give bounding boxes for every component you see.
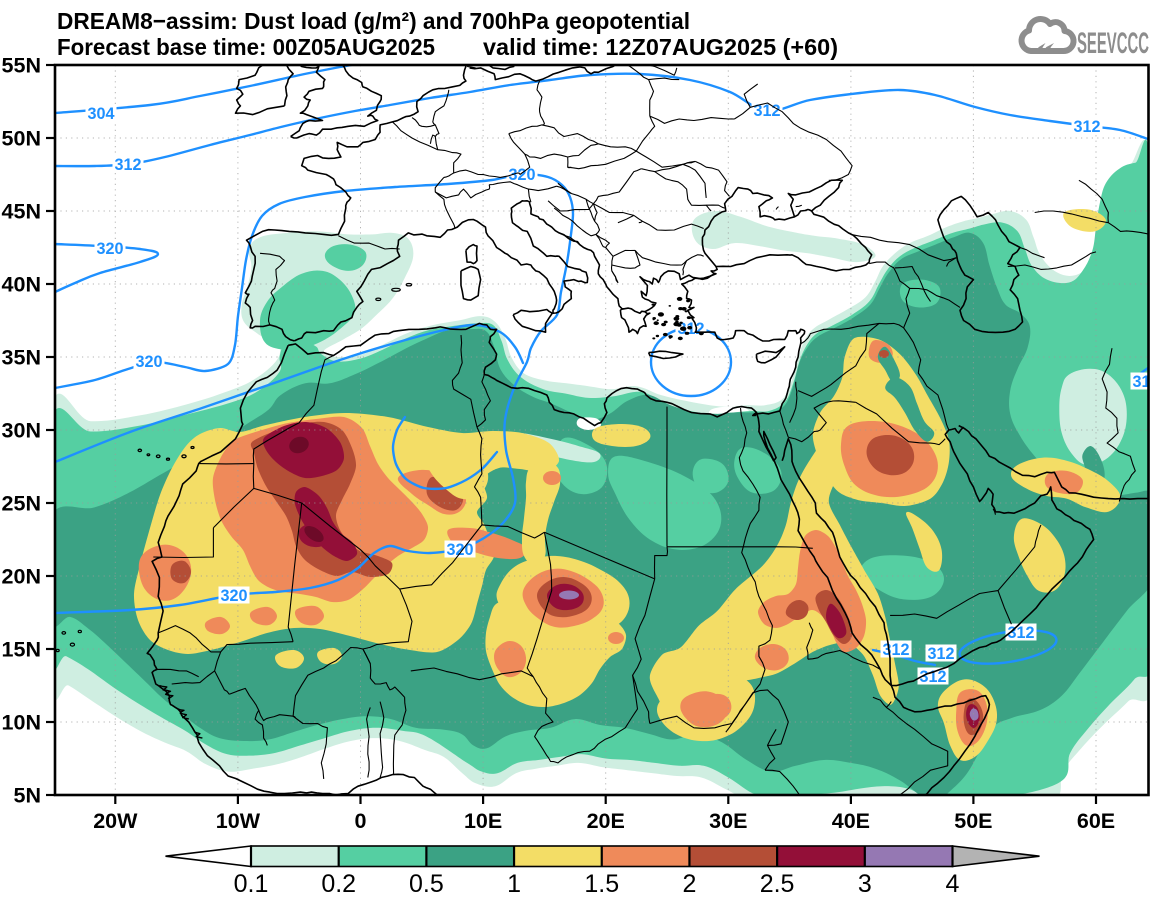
svg-text:1.5: 1.5 bbox=[584, 870, 619, 898]
svg-text:312: 312 bbox=[1074, 117, 1101, 136]
svg-text:312: 312 bbox=[1008, 623, 1035, 642]
svg-text:40N: 40N bbox=[2, 273, 41, 297]
svg-text:50N: 50N bbox=[2, 127, 41, 151]
svg-text:60E: 60E bbox=[1077, 809, 1115, 833]
svg-text:320: 320 bbox=[97, 239, 124, 258]
svg-text:20N: 20N bbox=[2, 565, 41, 589]
svg-text:2: 2 bbox=[682, 870, 696, 898]
svg-text:30E: 30E bbox=[709, 809, 747, 833]
svg-text:20W: 20W bbox=[93, 809, 138, 833]
svg-text:45N: 45N bbox=[2, 200, 41, 224]
svg-text:10W: 10W bbox=[216, 809, 261, 833]
svg-text:25N: 25N bbox=[2, 492, 41, 516]
svg-text:0.5: 0.5 bbox=[409, 870, 444, 898]
svg-text:2.5: 2.5 bbox=[760, 870, 795, 898]
svg-text:5N: 5N bbox=[14, 784, 41, 808]
svg-text:320: 320 bbox=[509, 165, 536, 184]
svg-text:312: 312 bbox=[754, 101, 781, 120]
svg-text:3: 3 bbox=[858, 870, 872, 898]
svg-text:SEEVCCC: SEEVCCC bbox=[1077, 27, 1149, 60]
svg-text:50E: 50E bbox=[954, 809, 992, 833]
svg-text:0.2: 0.2 bbox=[321, 870, 356, 898]
svg-text:312: 312 bbox=[883, 640, 910, 659]
svg-text:DREAM8−assim: Dust load (g/m²): DREAM8−assim: Dust load (g/m²) and 700hP… bbox=[57, 8, 690, 34]
svg-text:30N: 30N bbox=[2, 419, 41, 443]
svg-text:1: 1 bbox=[507, 870, 521, 898]
svg-text:Forecast base time: 00Z05AUG20: Forecast base time: 00Z05AUG2025 bbox=[57, 34, 435, 60]
svg-text:312: 312 bbox=[920, 667, 947, 686]
svg-text:312: 312 bbox=[115, 155, 142, 174]
svg-text:10N: 10N bbox=[2, 711, 41, 735]
svg-text:55N: 55N bbox=[2, 54, 41, 78]
svg-text:0.1: 0.1 bbox=[234, 870, 269, 898]
svg-text:320: 320 bbox=[136, 352, 163, 371]
svg-text:320: 320 bbox=[221, 586, 248, 605]
svg-text:320: 320 bbox=[447, 540, 474, 559]
svg-text:10E: 10E bbox=[464, 809, 502, 833]
svg-text:valid time: 12Z07AUG2025 (+60): valid time: 12Z07AUG2025 (+60) bbox=[483, 34, 838, 60]
svg-text:15N: 15N bbox=[2, 638, 41, 662]
svg-text:20E: 20E bbox=[587, 809, 625, 833]
svg-text:4: 4 bbox=[946, 870, 960, 898]
svg-text:0: 0 bbox=[355, 809, 367, 833]
svg-text:35N: 35N bbox=[2, 346, 41, 370]
svg-text:40E: 40E bbox=[832, 809, 870, 833]
svg-text:312: 312 bbox=[1133, 372, 1160, 391]
svg-text:304: 304 bbox=[88, 104, 116, 123]
svg-text:312: 312 bbox=[928, 644, 955, 663]
